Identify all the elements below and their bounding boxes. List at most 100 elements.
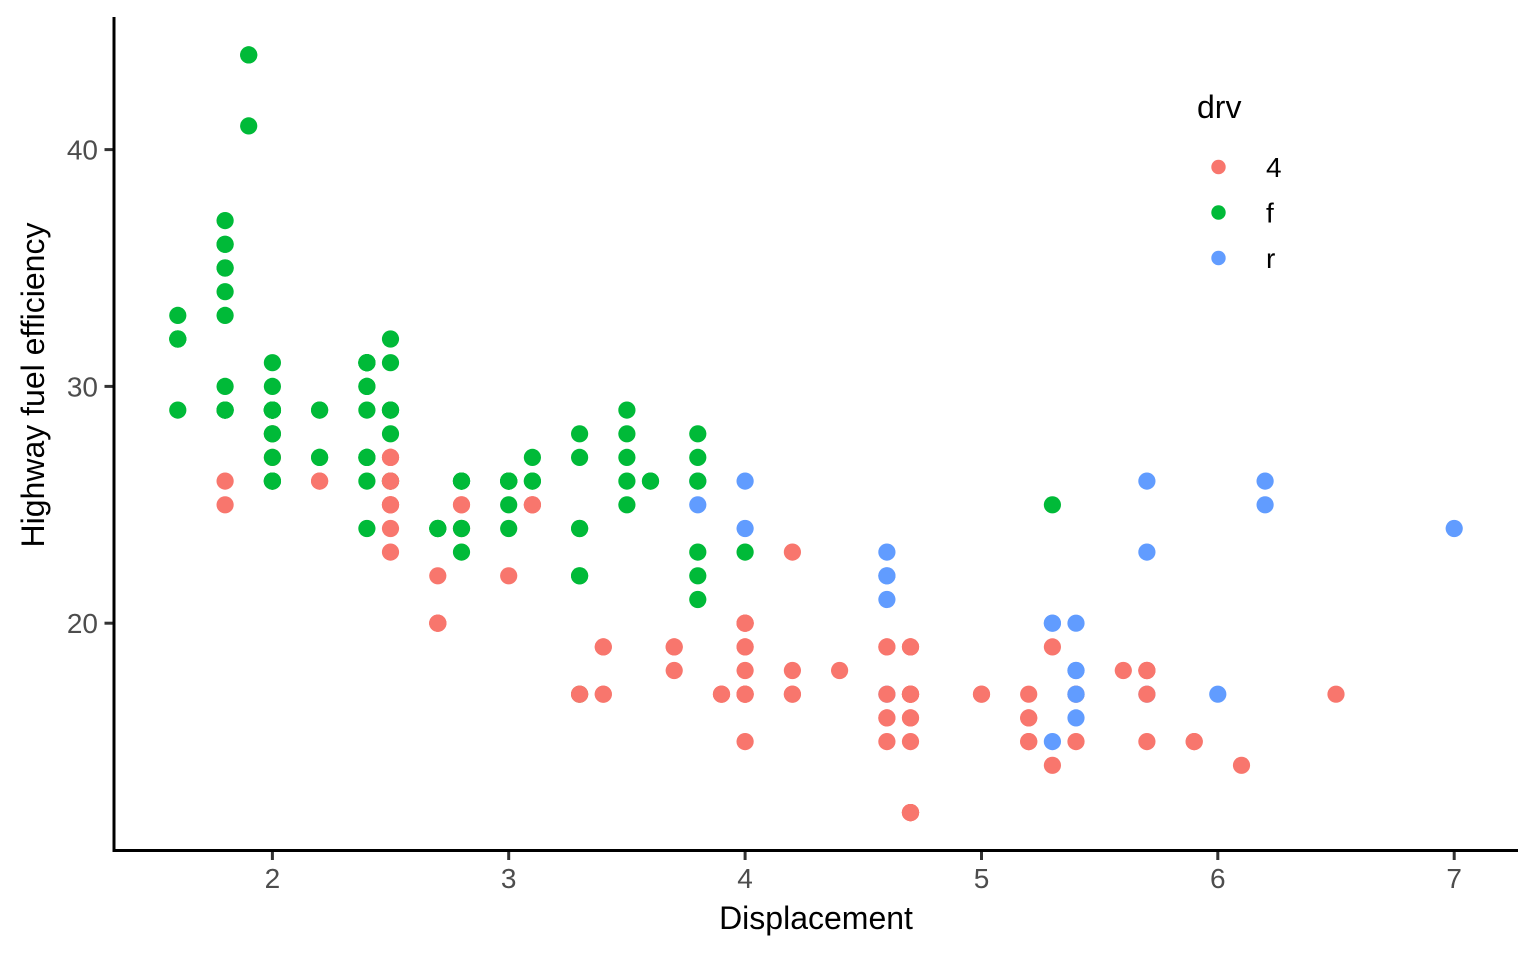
- data-point: [1020, 709, 1038, 727]
- data-point: [263, 425, 281, 443]
- data-point: [736, 733, 754, 751]
- y-tick-label: 40: [67, 135, 98, 166]
- data-point: [216, 306, 234, 324]
- data-point: [594, 638, 612, 656]
- data-point: [216, 377, 234, 395]
- data-point: [429, 567, 447, 585]
- data-point: [712, 685, 731, 703]
- data-point: [1138, 543, 1156, 561]
- data-point: [1256, 472, 1274, 490]
- data-point: [358, 377, 376, 395]
- data-point: [1067, 685, 1085, 703]
- data-point: [689, 448, 707, 466]
- data-point: [736, 638, 754, 656]
- data-point: [689, 472, 707, 490]
- legend-item-label: f: [1266, 198, 1274, 229]
- data-point: [452, 543, 471, 561]
- data-point: [1209, 685, 1227, 703]
- data-point: [1327, 685, 1345, 703]
- data-point: [1256, 496, 1274, 514]
- data-point: [500, 519, 518, 538]
- legend-key-icon: [1211, 159, 1226, 175]
- data-point: [901, 709, 920, 727]
- data-point: [878, 685, 896, 703]
- data-point: [831, 661, 849, 680]
- data-point: [878, 590, 896, 609]
- data-point: [500, 567, 518, 585]
- data-point: [452, 496, 471, 514]
- data-point: [216, 401, 234, 419]
- data-point: [358, 448, 376, 466]
- legend-key-icon: [1211, 250, 1226, 266]
- data-point: [618, 496, 636, 514]
- data-point: [665, 638, 683, 656]
- legend-item: 4: [1211, 152, 1282, 183]
- data-point: [618, 472, 636, 490]
- data-point: [240, 46, 258, 64]
- data-point: [216, 496, 234, 514]
- data-point: [452, 519, 471, 538]
- y-axis-title: Highway fuel efficiency: [15, 223, 51, 548]
- data-point: [169, 330, 187, 348]
- data-point: [1067, 661, 1085, 680]
- data-point: [594, 685, 612, 703]
- data-point: [263, 472, 281, 490]
- data-point: [901, 733, 920, 751]
- legend-key-icon: [1211, 205, 1226, 220]
- legend-item-label: r: [1266, 243, 1275, 274]
- data-point: [736, 685, 754, 703]
- data-point: [878, 567, 896, 585]
- data-point: [618, 425, 636, 443]
- legend-items: 4 fr: [1211, 152, 1282, 274]
- x-axis-title: Displacement: [719, 900, 913, 936]
- data-point: [901, 638, 920, 656]
- data-point: [783, 685, 802, 703]
- data-point: [429, 614, 447, 632]
- data-point: [571, 425, 589, 443]
- legend-item: f: [1211, 198, 1274, 229]
- data-point: [1185, 733, 1203, 751]
- data-point: [1043, 756, 1061, 774]
- data-point: [1445, 519, 1463, 538]
- legend-item-label: 4: [1266, 152, 1282, 183]
- data-point: [500, 496, 518, 514]
- data-point: [311, 401, 329, 419]
- data-point: [523, 448, 542, 466]
- data-point: [1043, 638, 1061, 656]
- data-point: [358, 519, 376, 538]
- data-point: [523, 472, 542, 490]
- legend: drv 4 fr: [1197, 89, 1282, 274]
- data-point: [216, 472, 234, 490]
- data-point: [689, 590, 707, 609]
- data-point: [972, 685, 991, 703]
- data-point: [1020, 685, 1038, 703]
- data-point: [381, 330, 400, 348]
- data-point: [618, 401, 636, 419]
- data-point: [381, 401, 400, 419]
- data-point: [381, 519, 400, 538]
- data-point: [216, 212, 234, 230]
- data-point: [358, 354, 376, 372]
- data-point: [381, 354, 400, 372]
- data-point: [263, 448, 281, 466]
- x-tick-label: 5: [974, 863, 990, 894]
- data-point: [216, 235, 234, 253]
- data-point: [263, 401, 281, 419]
- data-point: [1138, 661, 1156, 680]
- data-point: [1067, 709, 1085, 727]
- data-point: [523, 496, 542, 514]
- data-point: [381, 496, 400, 514]
- data-point: [878, 709, 896, 727]
- y-tick-label: 30: [67, 371, 98, 402]
- data-point: [689, 543, 707, 561]
- data-point: [901, 685, 920, 703]
- data-point: [901, 804, 920, 822]
- data-point: [1067, 733, 1085, 751]
- data-point: [618, 448, 636, 466]
- data-point: [216, 259, 234, 277]
- data-point: [665, 661, 683, 680]
- data-point: [452, 472, 471, 490]
- data-point: [571, 448, 589, 466]
- data-point: [689, 425, 707, 443]
- data-point: [783, 543, 802, 561]
